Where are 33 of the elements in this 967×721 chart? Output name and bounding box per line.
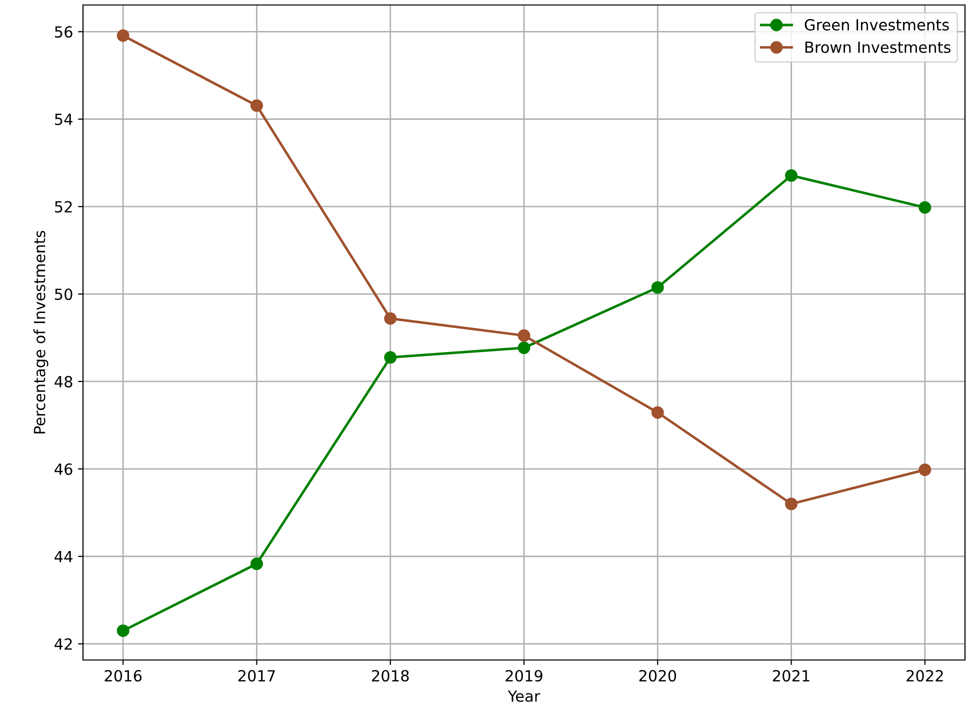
point bbox=[384, 312, 397, 325]
point bbox=[651, 406, 664, 419]
x-tick-label: 2021 bbox=[772, 670, 810, 682]
y-tick-label: 44 bbox=[54, 551, 72, 562]
x-tick-label: 2019 bbox=[506, 670, 542, 682]
point bbox=[518, 342, 530, 354]
y-tick-label: 56 bbox=[55, 26, 72, 38]
point bbox=[384, 351, 397, 364]
y-tick-label: 52 bbox=[55, 201, 72, 213]
x-tick-label: 2018 bbox=[372, 670, 409, 682]
point bbox=[116, 29, 130, 42]
point bbox=[518, 329, 530, 342]
x-tick-label: 2022 bbox=[906, 670, 943, 682]
point bbox=[918, 201, 932, 214]
x-axis-title: Year bbox=[508, 690, 540, 702]
point bbox=[250, 99, 263, 112]
y-tick-label: 46 bbox=[54, 463, 72, 475]
point bbox=[785, 498, 798, 510]
y-tick-label: 42 bbox=[54, 638, 72, 650]
legend-label: Green Investments bbox=[804, 19, 949, 31]
y-tick-label: 50 bbox=[55, 288, 72, 300]
point bbox=[250, 558, 263, 570]
point bbox=[918, 464, 932, 476]
x-tick-label: 2020 bbox=[639, 670, 676, 682]
point bbox=[785, 169, 798, 182]
y-axis-title: Percentage of Investments bbox=[33, 230, 48, 434]
point bbox=[651, 281, 664, 294]
x-tick-label: 2017 bbox=[238, 670, 275, 682]
legend-label: Brown Investments bbox=[805, 42, 951, 53]
y-tick-label: 54 bbox=[55, 114, 72, 126]
point bbox=[116, 624, 130, 637]
y-tick-label: 48 bbox=[54, 376, 72, 388]
x-tick-label: 2016 bbox=[104, 670, 142, 682]
